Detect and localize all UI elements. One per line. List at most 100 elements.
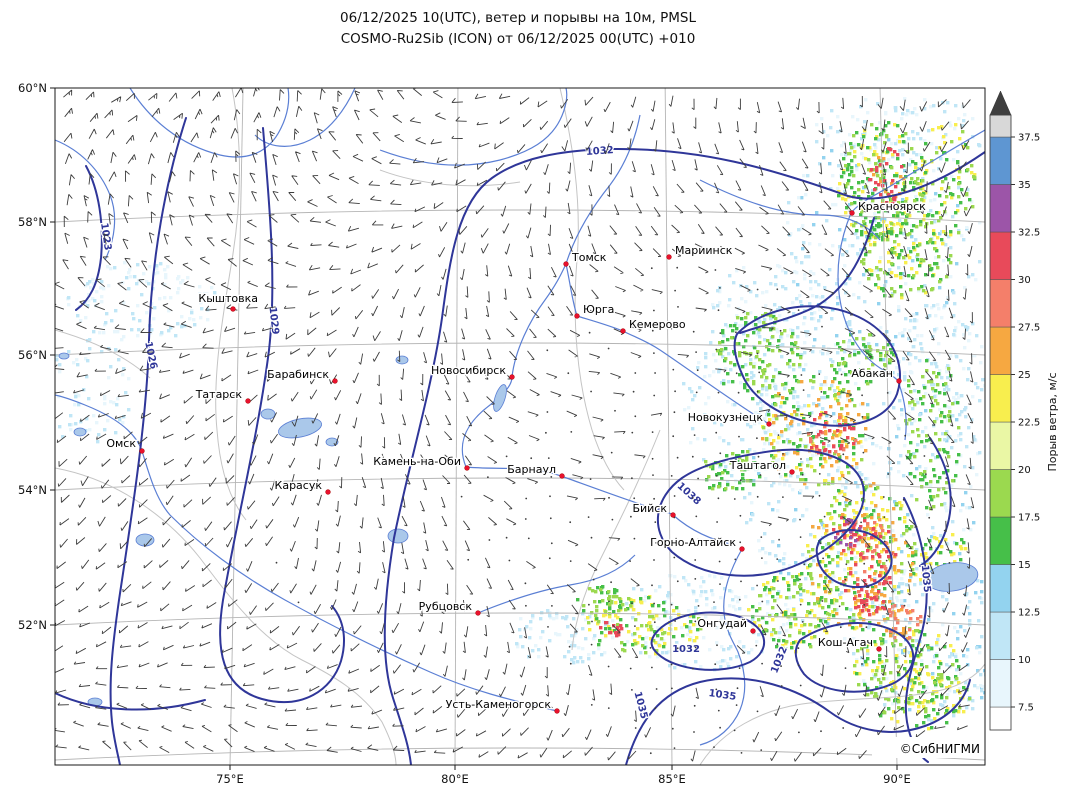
colorbar-segment [989,374,1012,423]
lon-tick-label: 90°E [883,772,911,786]
lake [493,384,507,412]
parallel-line [55,88,985,89]
meridian-line [454,88,459,765]
city-dot [789,469,795,475]
colorbar: 7.5 10 12.5 15 17.5 20 22.5 25 27.5 30 32.5 35 37.5 [989,90,1040,731]
city-dot [554,708,560,714]
parallel-line [55,342,985,356]
city-label: Кош-Агач [818,636,873,649]
lake [277,417,323,439]
city-label: Рубцовск [419,600,473,613]
colorbar-segment [989,279,1012,328]
city-label: Таштагол [729,459,786,472]
city-dot [849,210,855,216]
map-title-line1: 06/12/2025 10(UTC), ветер и порывы на 10… [340,10,696,26]
parallel-line [55,612,985,626]
copyright-background [872,737,985,758]
colorbar-tick-label: 35 [1018,180,1031,191]
lon-tick-label: 75°E [216,772,244,786]
river [55,394,558,712]
colorbar-tick-label: 15 [1018,560,1031,571]
colorbar-segment [989,469,1012,518]
lake [325,437,339,447]
lake [73,427,87,437]
isobar-label: 1032 [672,644,700,655]
isobar-line [739,217,875,334]
isobar-line [75,165,103,311]
gust-speckles [834,518,862,547]
isobar-line [383,147,985,765]
colorbar-tick-label: 17.5 [1018,513,1040,524]
colorbar-tick-label: 27.5 [1018,323,1040,334]
lake [135,533,155,547]
river [672,514,736,546]
river [129,88,290,158]
colorbar-segment [989,706,1012,731]
city-dot [475,610,481,616]
city-dot [750,628,756,634]
city-label: Онгудай [697,617,747,630]
rivers-lakes-layer [55,88,985,746]
copyright-text: ©СибНИГМИ [900,742,980,756]
colorbar-segment [989,136,1012,185]
city-dot [896,378,902,384]
colorbar-tick-label: 7.5 [1018,703,1034,714]
city-dot [509,374,515,380]
colorbar-title: Порыв ветра, м/с [1046,372,1059,471]
isobar-line [733,305,901,427]
city-dot [739,546,745,552]
city-dot [620,328,626,334]
colorbar-segment [989,659,1012,708]
gust-speckles [57,97,985,711]
river [565,263,770,425]
city-label: Горно-Алтайск [650,536,736,549]
city-dot [139,448,145,454]
city-label: Татарск [195,388,243,401]
isobar-line [219,127,345,704]
isobar-label: 1035 [708,688,737,703]
colorbar-segment [989,421,1012,470]
city-dot [574,313,580,319]
city-label: Мариинск [675,244,733,257]
lon-tick-label: 85°E [658,772,686,786]
city-label: Бийск [632,502,667,515]
city-dot [563,261,569,267]
isobar-line [650,611,766,671]
city-dot [245,398,251,404]
city-dot [230,306,236,312]
gust-shading-layer [55,97,985,731]
meridian-line [664,88,673,765]
city-dot [766,421,772,427]
lat-tick-label: 54°N [18,483,47,497]
city-label: Камень-на-Оби [373,455,461,468]
river [699,548,746,746]
lon-tick-label: 80°E [441,772,469,786]
city-label: Новокузнецк [688,411,764,424]
city-dot [464,465,470,471]
lat-tick-label: 58°N [18,215,47,229]
city-dot [332,378,338,384]
lake [395,355,409,365]
lat-tick-label: 60°N [18,81,47,95]
isobar-label: 1023 [98,222,113,251]
colorbar-segment [989,231,1012,280]
copyright-box: ©СибНИГМИ [872,737,985,758]
colorbar-arrow [989,90,1012,116]
map-title-line2: COSMO-Ru2Sib (ICON) от 06/12/2025 00(UTC… [341,31,696,47]
colorbar-tick-label: 22.5 [1018,418,1040,429]
gust-speckles [807,416,923,640]
axis-labels-layer: 60°N 58°N 56°N 54°N 52°N 75°E 80°E 85°E 90°E [18,81,911,786]
city-label: Барнаул [507,463,556,476]
city-label: Барабинск [267,368,329,381]
isobar-label: 1032 [586,145,615,158]
city-dot [666,254,672,260]
city-label: Юрга [583,303,614,316]
graticule-layer [55,88,985,765]
city-label: Омск [106,437,136,450]
colorbar-tick-label: 12.5 [1018,608,1040,619]
colorbar-tick-label: 20 [1018,465,1031,476]
admin-border [55,467,397,765]
